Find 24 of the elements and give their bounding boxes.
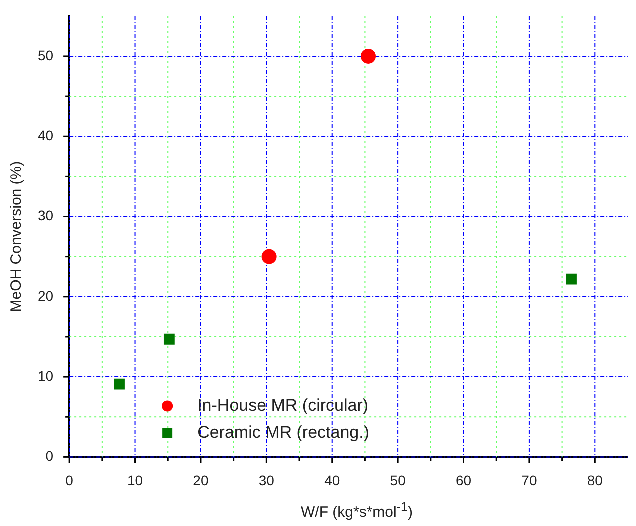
x-tick-label: 20 — [193, 472, 209, 488]
x-tick-label: 60 — [456, 472, 472, 488]
point — [164, 334, 175, 345]
x-tick-label: 80 — [587, 472, 604, 488]
y-tick-label: 20 — [38, 288, 54, 304]
x-tick-label: 70 — [522, 472, 538, 488]
y-tick-label: 0 — [46, 448, 54, 464]
legend-label: In-House MR (circular) — [198, 396, 369, 415]
x-tick-label: 0 — [66, 472, 74, 488]
point — [114, 378, 125, 390]
x-tick-label: 50 — [390, 472, 406, 488]
y-tick-label: 40 — [38, 127, 54, 144]
legend-label: Ceramic MR (rectang.) — [198, 422, 370, 442]
x-tick-label: 10 — [127, 472, 144, 488]
x-axis-title: W/F (kg*s*mol$^{-1}$) — [300, 500, 414, 521]
y-tick-label: 30 — [38, 208, 54, 224]
y-tick-label: 10 — [38, 368, 54, 384]
x-tick-label: 40 — [324, 472, 340, 488]
x-tick-label: 30 — [258, 472, 275, 488]
y-axis-title: MeOH Conversion (%) — [8, 161, 26, 312]
point — [262, 249, 277, 264]
point — [566, 274, 577, 285]
point — [360, 48, 376, 64]
y-tick-label: 50 — [38, 47, 54, 64]
